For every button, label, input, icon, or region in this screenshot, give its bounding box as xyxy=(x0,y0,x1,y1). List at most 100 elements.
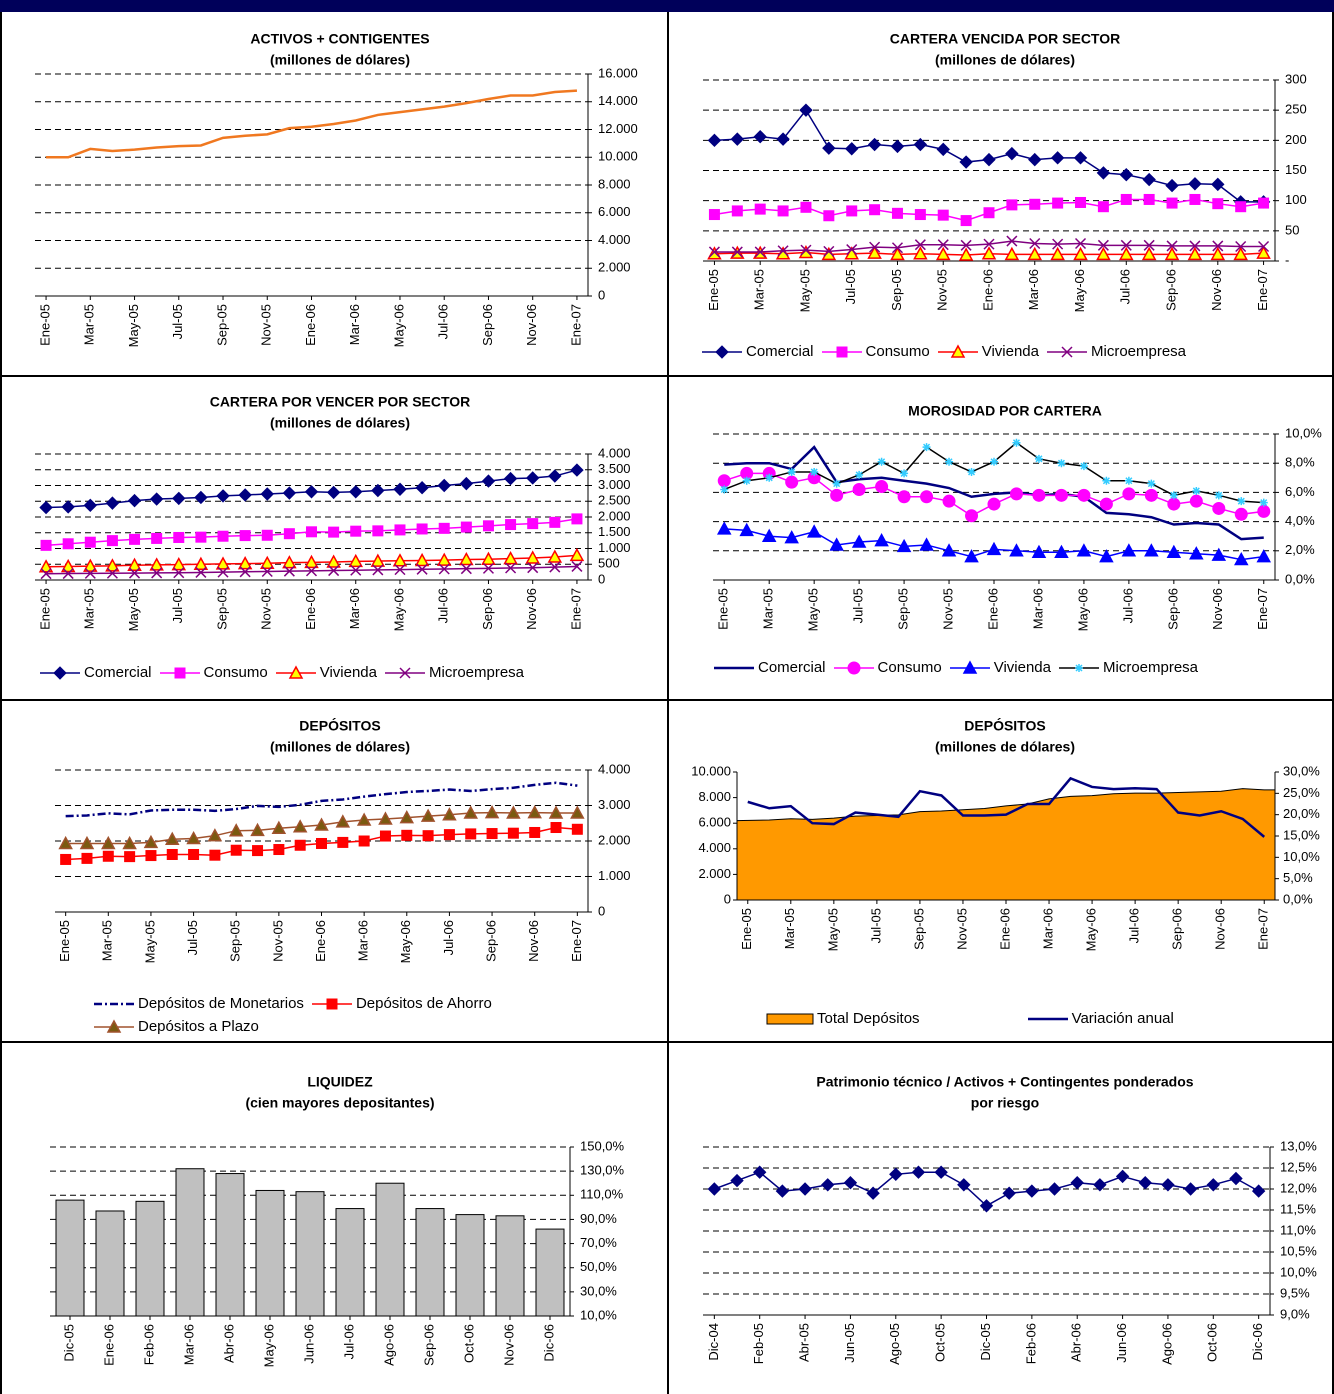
marker xyxy=(358,835,370,847)
marker xyxy=(851,534,867,548)
legend-label: Total Depósitos xyxy=(817,1010,920,1027)
marker xyxy=(503,551,518,565)
legend-symbol xyxy=(949,659,990,674)
marker xyxy=(777,245,789,257)
marker xyxy=(1052,197,1064,209)
bar xyxy=(55,1199,85,1317)
marker xyxy=(1143,193,1155,205)
x-tick-label: Sep-06 xyxy=(421,1324,436,1366)
x-tick-label: Mar-05 xyxy=(752,269,767,310)
marker xyxy=(1096,166,1111,180)
x-tick-label: Jul-06 xyxy=(436,588,451,623)
marker xyxy=(896,538,912,553)
marker xyxy=(372,525,384,537)
x-tick-label: Mar-05 xyxy=(82,304,97,345)
legend-label: Vivienda xyxy=(993,659,1051,676)
legend-label: Microempresa xyxy=(429,664,525,681)
marker xyxy=(979,1199,994,1213)
marker xyxy=(800,201,812,213)
marker xyxy=(1206,1178,1221,1192)
y-tick-label: 0,0% xyxy=(1285,571,1315,586)
y-tick-label: 300 xyxy=(1285,71,1307,86)
marker xyxy=(83,558,98,572)
marker xyxy=(1161,1178,1175,1192)
x-tick-label: Ene-07 xyxy=(568,304,583,346)
marker xyxy=(730,1173,744,1188)
y-tick-label: 6.000 xyxy=(598,204,631,219)
marker xyxy=(465,828,477,840)
y2-tick-label: 25,0% xyxy=(1283,785,1320,800)
marker xyxy=(194,490,208,505)
marker xyxy=(1144,543,1159,557)
legend-symbol xyxy=(159,667,200,678)
marker xyxy=(852,482,866,496)
marker xyxy=(570,463,584,477)
marker xyxy=(548,469,562,483)
marker xyxy=(965,509,979,523)
marker xyxy=(1166,544,1182,559)
top-bar xyxy=(0,0,1334,12)
bar xyxy=(215,1173,245,1317)
y-tick-label: 8.000 xyxy=(598,176,631,191)
marker xyxy=(1029,237,1041,250)
y-tick-label: 30,0% xyxy=(580,1283,617,1298)
marker xyxy=(1234,551,1249,566)
marker xyxy=(959,155,973,169)
marker xyxy=(40,539,52,551)
marker xyxy=(1097,201,1109,213)
marker xyxy=(1210,246,1226,261)
x-tick-label: Abr-05 xyxy=(796,1323,811,1362)
marker xyxy=(527,518,539,530)
marker xyxy=(105,558,120,572)
marker xyxy=(787,467,796,476)
legend-symbol xyxy=(833,661,874,674)
x-tick-label: Ene-06 xyxy=(101,1324,116,1366)
marker xyxy=(1235,240,1247,253)
y-tick-label: 4,0% xyxy=(1285,513,1315,528)
legend-label: Depósitos de Monetarios xyxy=(138,995,304,1012)
marker xyxy=(1057,459,1066,468)
marker xyxy=(1050,151,1065,165)
y-tick-label: 2,0% xyxy=(1285,542,1315,557)
y-tick-label: 150 xyxy=(1285,162,1307,177)
x-tick-label: Jul-05 xyxy=(170,588,185,623)
marker xyxy=(570,805,585,819)
marker xyxy=(261,565,273,578)
marker xyxy=(527,562,539,574)
y-tick-label: 2.000 xyxy=(598,260,631,275)
x-tick-label: Feb-06 xyxy=(141,1324,156,1365)
marker xyxy=(288,664,303,679)
marker xyxy=(571,560,583,572)
marker xyxy=(525,471,540,485)
marker xyxy=(739,522,754,537)
legend-label: Consumo xyxy=(865,343,930,360)
x-tick-label: Mar-06 xyxy=(181,1324,196,1365)
y2-tick-label: 5,0% xyxy=(1283,870,1313,885)
marker xyxy=(1189,494,1203,508)
marker xyxy=(1079,462,1088,471)
bar xyxy=(375,1182,405,1317)
marker xyxy=(983,207,995,219)
border xyxy=(0,12,2,1394)
x-tick-label: May-06 xyxy=(391,304,406,347)
marker xyxy=(936,142,950,157)
x-tick-label: Sep-05 xyxy=(228,920,243,962)
legend-label: Consumo xyxy=(203,664,268,681)
legend-item: Variación anual xyxy=(1026,1010,1174,1027)
x-tick-label: Sep-06 xyxy=(483,920,498,962)
y-tick-label: - xyxy=(1285,252,1289,267)
marker xyxy=(259,555,275,570)
marker xyxy=(106,1018,122,1033)
y-tick-label: 250 xyxy=(1285,102,1307,117)
y-tick-label: 100 xyxy=(1285,192,1307,207)
y2-tick-label: 15,0% xyxy=(1283,827,1320,842)
x-tick-label: Nov-06 xyxy=(501,1324,516,1366)
x-tick-label: Nov-05 xyxy=(935,269,950,311)
bar xyxy=(135,1200,165,1317)
marker xyxy=(482,520,494,532)
marker xyxy=(459,476,474,491)
marker xyxy=(784,530,799,544)
y-tick-label: 10,0% xyxy=(1285,425,1322,440)
marker xyxy=(62,568,74,580)
marker xyxy=(960,215,972,227)
